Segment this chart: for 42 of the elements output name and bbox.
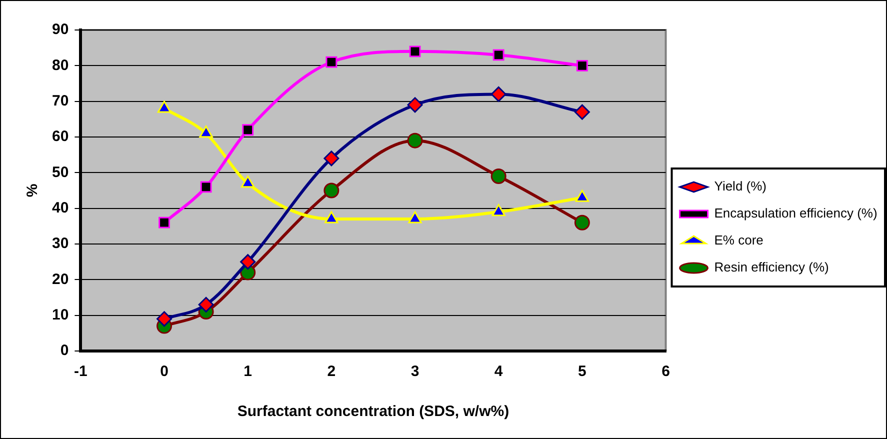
legend-label: Encapsulation efficiency (%)	[714, 206, 878, 221]
legend-label: E% core	[714, 232, 764, 248]
y-tick-label: 50	[52, 164, 69, 181]
legend-label: Resin efficiency (%)	[714, 260, 829, 275]
point	[574, 104, 590, 120]
y-axis-title: %	[24, 184, 42, 198]
x-tick-label: 2	[327, 363, 336, 380]
point	[574, 214, 590, 230]
x-tick-label: 5	[578, 363, 586, 380]
y-tick-label: 60	[52, 128, 69, 146]
point	[407, 132, 423, 148]
y-tick-label: 20	[52, 270, 69, 288]
y-tick-label: 80	[52, 56, 69, 74]
x-axis-title: Surfactant concentration (SDS, w/w%)	[237, 403, 510, 420]
x-tick-label: 3	[410, 363, 420, 380]
point	[326, 56, 338, 68]
point	[242, 124, 254, 136]
point	[324, 182, 340, 198]
y-tick-label: 30	[52, 235, 69, 252]
y-tick-label: 90	[52, 21, 69, 38]
x-tick-label: 1	[244, 363, 252, 380]
point	[490, 86, 506, 102]
point	[240, 254, 256, 270]
point	[198, 296, 214, 312]
y-tick-label: 70	[52, 92, 69, 110]
point	[576, 60, 588, 72]
x-tick-label: -1	[74, 363, 88, 380]
point	[158, 216, 170, 228]
point	[324, 150, 340, 166]
legend-label: Yield (%)	[714, 178, 767, 194]
y-tick-label: 40	[52, 199, 69, 216]
point	[200, 181, 212, 193]
point	[409, 46, 421, 58]
x-tick-label: 0	[160, 363, 168, 380]
point	[490, 168, 506, 184]
y-tick-label: 0	[60, 342, 69, 360]
point	[407, 97, 423, 113]
x-tick-label: 6	[662, 363, 670, 380]
point	[492, 49, 504, 61]
y-tick-label: 10	[52, 306, 69, 324]
point	[156, 311, 172, 327]
x-tick-label: 4	[494, 363, 504, 380]
